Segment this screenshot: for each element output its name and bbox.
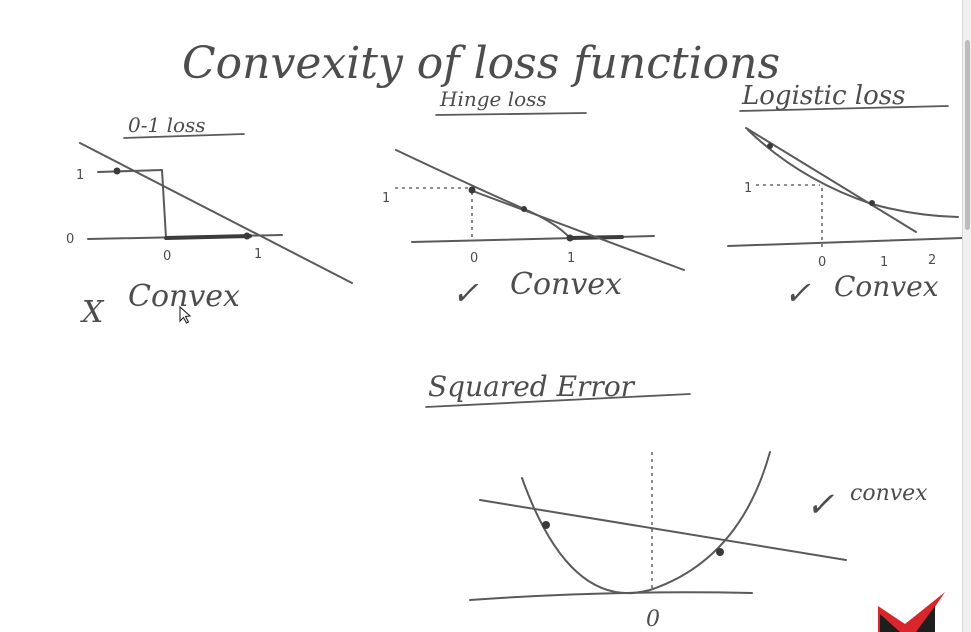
hinge-curve [395,149,571,239]
hinge-title-underline [435,112,587,116]
logistic-x-tick-0: 0 [818,255,826,270]
hinge-x-tick-1: 1 [567,251,575,266]
hinge-point-b [521,206,527,212]
hinge-point-a [468,186,476,194]
zero-one-origin-tick: 0 [66,232,74,247]
logistic-title-underline [739,105,949,112]
brand-logo-icon [878,592,945,632]
squared-point-b [716,548,724,556]
squared-x-axis [469,591,753,601]
logistic-chord-line [745,127,917,233]
squared-point-a [542,521,550,529]
panel-squared-error: Squared Error 0 ✓ convex [425,370,928,632]
zero-one-x-tick-1: 1 [254,247,262,262]
hinge-verdict-mark: ✓ [452,274,479,312]
page-title: Convexity of loss functions [182,38,780,89]
logistic-x-tick-1: 1 [880,255,888,270]
logistic-point-b [869,200,875,206]
squared-x-tick: 0 [646,607,660,632]
logistic-point-a [767,143,773,149]
zero-one-step-zero-segment [164,234,252,240]
hinge-x-tick-0: 0 [470,251,478,266]
hinge-verdict: Convex [510,267,622,302]
logistic-curve [747,129,959,218]
squared-chord-line [479,499,847,561]
hinge-point-c [566,234,574,242]
logistic-x-tick-2: 2 [928,253,936,268]
zero-one-x-tick-0: 0 [163,249,171,264]
logistic-loss-title: Logistic loss [741,81,905,111]
panel-zero-one-loss: 0-1 loss 1 0 0 1 X Convex [66,113,353,330]
hinge-loss-title: Hinge loss [439,87,547,111]
logistic-verdict: Convex [834,270,939,303]
logistic-verdict-mark: ✓ [784,274,811,312]
squared-verdict: convex [850,481,928,506]
zero-one-verdict-mark: X [80,295,105,330]
squared-parabola [521,451,771,595]
zero-one-chord-line [79,142,353,284]
squared-title-underline [425,393,691,408]
panel-hinge-loss: Hinge loss 1 0 1 ✓ Convex [382,87,685,312]
hinge-y-tick: 1 [382,191,390,206]
zero-one-step-curve [97,169,167,239]
zero-one-point-b [243,232,251,240]
zero-one-loss-title: 0-1 loss [128,113,206,137]
zero-one-point-a [113,167,121,175]
squared-verdict-mark: ✓ [806,485,835,525]
zero-one-y-tick: 1 [76,168,84,183]
logistic-y-tick: 1 [744,181,752,196]
hinge-chord-line [469,189,685,271]
vertical-scrollbar[interactable] [962,0,971,632]
logistic-x-axis [727,237,963,247]
zero-one-title-underline [123,133,245,139]
panel-logistic-loss: Logistic loss 1 0 1 2 ✓ Convex [727,81,963,312]
zero-one-verdict: Convex [128,279,240,314]
mouse-cursor-icon [179,305,192,324]
scrollbar-thumb[interactable] [965,40,970,230]
